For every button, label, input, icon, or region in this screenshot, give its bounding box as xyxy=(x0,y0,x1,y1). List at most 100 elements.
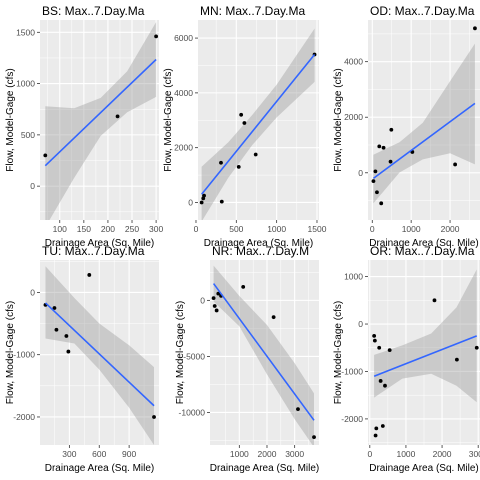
x-axis-label: Drainage Area (Sq. Mile) xyxy=(45,463,155,474)
panel-title: OR: Max..7.Day.Ma xyxy=(370,244,475,258)
y-tick-label: 1500 xyxy=(16,27,35,37)
panel-5: 1000 2000 3000-10000-50000NR: Max..7.Day.M… xyxy=(175,244,319,474)
data-point xyxy=(375,190,379,194)
panel-title: NR: Max..7.Day.M xyxy=(212,244,309,258)
panel-title: BS: Max..7.Day.Ma xyxy=(42,4,145,18)
y-tick-label: 500 xyxy=(21,130,35,140)
data-point xyxy=(237,165,241,169)
data-point xyxy=(312,435,316,439)
data-point xyxy=(379,379,383,383)
y-tick-label: -1000 xyxy=(13,350,35,360)
x-tick-label: 600 xyxy=(92,449,106,459)
data-point xyxy=(87,273,91,277)
data-point xyxy=(239,113,243,117)
data-point xyxy=(116,115,120,119)
data-point xyxy=(64,334,68,338)
data-point xyxy=(372,179,376,183)
y-tick-label: 4000 xyxy=(344,57,363,67)
x-tick-label: 2000 xyxy=(258,449,277,459)
x-tick-label: 1500 xyxy=(308,224,327,234)
data-point xyxy=(212,296,216,300)
panels: 100 150 200 250 300050010001500BS: Max..7.Da… xyxy=(5,4,480,474)
data-point xyxy=(66,350,70,354)
data-point xyxy=(55,328,59,332)
y-tick-label: 2000 xyxy=(344,112,363,122)
y-tick-label: 0 xyxy=(358,168,363,178)
x-tick-label: 250 xyxy=(125,224,139,234)
y-tick-label: -2000 xyxy=(341,414,363,424)
data-point xyxy=(372,334,376,338)
data-point xyxy=(455,358,459,362)
data-point xyxy=(43,153,47,157)
x-tick-label: 1000 xyxy=(230,449,249,459)
x-tick-label: 500 xyxy=(229,224,243,234)
x-tick-label: 1000 xyxy=(402,224,421,234)
data-point xyxy=(377,346,381,350)
data-point xyxy=(381,424,385,428)
data-point xyxy=(215,309,219,313)
data-point xyxy=(202,194,206,198)
data-point xyxy=(433,298,437,302)
data-point xyxy=(383,384,387,388)
y-axis-label: Flow, Model-Gage (cfs) xyxy=(5,301,16,404)
x-tick-label: 1000 xyxy=(396,449,415,459)
y-axis-label: Flow, Model-Gage (cfs) xyxy=(5,68,16,171)
data-point xyxy=(377,144,381,148)
y-tick-label: 1000 xyxy=(344,272,363,282)
panel-2: 0 500 1000 15000200040006000MN: Max..7.Day.… xyxy=(163,4,327,249)
y-tick-label: 1000 xyxy=(16,79,35,89)
data-point xyxy=(388,348,392,352)
data-point xyxy=(200,201,204,205)
x-tick-label: 150 xyxy=(77,224,91,234)
panel-title: OD: Max..7.Day.Ma xyxy=(370,4,475,18)
data-point xyxy=(272,315,276,319)
data-point xyxy=(254,153,258,157)
x-tick-label: 1000 xyxy=(267,224,286,234)
data-point xyxy=(382,146,386,150)
y-tick-label: 0 xyxy=(200,295,205,305)
panel-title: MN: Max..7.Day.Ma xyxy=(200,4,305,18)
y-tick-label: -1000 xyxy=(341,366,363,376)
y-tick-label: -5000 xyxy=(183,351,205,361)
y-tick-label: 6000 xyxy=(174,33,193,43)
x-tick-label: 100 xyxy=(53,224,67,234)
y-tick-label: 4000 xyxy=(174,88,193,98)
data-point xyxy=(220,200,224,204)
x-tick-label: 0 xyxy=(194,224,199,234)
y-axis-label: Flow, Model-Gage (cfs) xyxy=(163,68,174,171)
panel-title: TU: Max..7.Day.Ma xyxy=(42,244,145,258)
x-tick-label: 2000 xyxy=(433,449,452,459)
x-tick-label: 900 xyxy=(122,449,136,459)
x-axis-label: Drainage Area (Sq. Mile) xyxy=(210,463,320,474)
x-tick-label: 300 xyxy=(149,224,163,234)
data-point xyxy=(213,304,217,308)
data-point xyxy=(373,339,377,343)
y-tick-label: 0 xyxy=(358,319,363,329)
data-point xyxy=(373,169,377,173)
x-tick-label: 0 xyxy=(370,224,375,234)
y-tick-label: 2000 xyxy=(174,143,193,153)
data-point xyxy=(154,35,158,39)
data-point xyxy=(475,346,479,350)
data-point xyxy=(473,26,477,30)
data-point xyxy=(389,128,393,132)
x-tick-label: 200 xyxy=(101,224,115,234)
y-tick-label: -10000 xyxy=(179,407,206,417)
panel-1: 100 150 200 250 300 0 500 1000 1500 BS: Max..7.Da… xyxy=(5,4,163,249)
panel-3: 0 1000 2000 0 2000 4000 OD: Max..7.Day.Ma Drain… xyxy=(333,4,480,249)
data-point xyxy=(241,285,245,289)
y-axis-label: Flow, Model-Gage (cfs) xyxy=(333,68,344,171)
data-point xyxy=(296,407,300,411)
x-tick-label: 3000 xyxy=(469,449,480,459)
panel-6: 0 1000 2000 3000 -2000 -1000 0 1000 OR: Max..7.D… xyxy=(333,244,480,474)
y-tick-label: -2000 xyxy=(13,412,35,422)
data-point xyxy=(374,426,378,430)
x-axis-label: Drainage Area (Sq. Mile) xyxy=(369,463,479,474)
data-point xyxy=(389,160,393,164)
y-tick-label: 0 xyxy=(30,287,35,297)
panel-4: 300 600 900 -2000 -1000 0 TU: Max..7.Day.Ma Dra… xyxy=(5,244,159,474)
data-point xyxy=(374,434,378,438)
data-point xyxy=(219,161,223,165)
y-axis-label: Flow, Model-Gage (cfs) xyxy=(175,301,186,404)
